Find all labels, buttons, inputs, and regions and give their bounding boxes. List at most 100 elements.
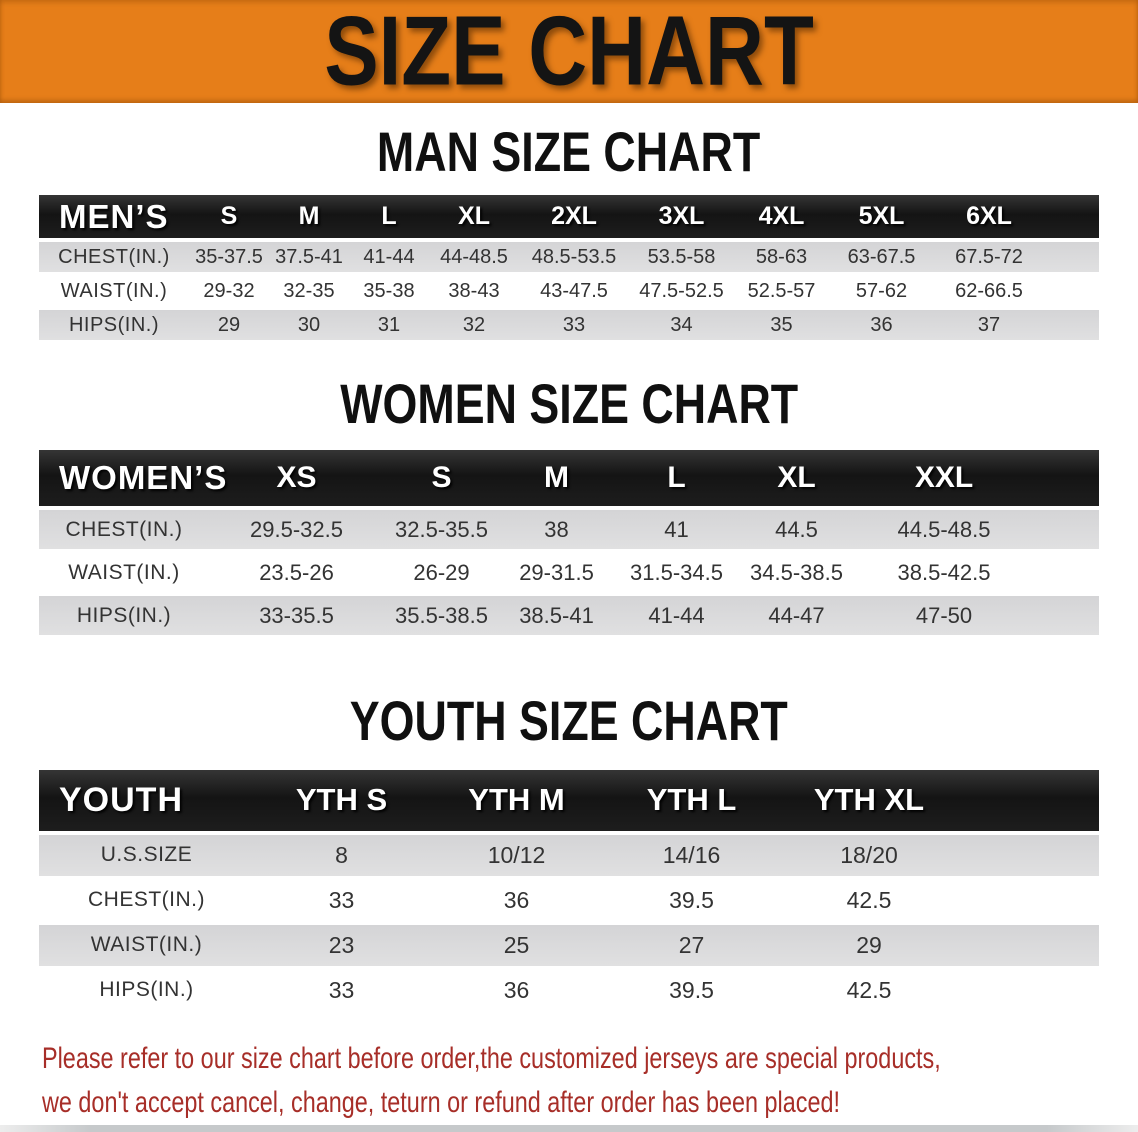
- men-table-corner-label: MEN’S: [39, 195, 189, 243]
- size-value-cell: 34: [629, 308, 734, 345]
- spacer-cell: [959, 967, 1099, 1015]
- size-value-cell: 23: [254, 922, 429, 970]
- size-value-cell: 32: [429, 308, 519, 345]
- men-col-header-5xl: 5XL: [829, 195, 934, 243]
- men-size-table: MEN’S S M L XL 2XL 3XL 4XL 5XL 6XL CHEST…: [39, 195, 1099, 345]
- size-value-cell: 31: [349, 308, 429, 345]
- size-value-cell: 38.5-42.5: [854, 551, 1034, 597]
- size-value-cell: 53.5-58: [629, 240, 734, 277]
- spacer-cell: [1034, 508, 1099, 554]
- spacer-cell: [1034, 594, 1099, 640]
- size-value-cell: 36: [429, 967, 604, 1015]
- row-label: HIPS(IN.): [39, 308, 189, 345]
- size-value-cell: 35: [734, 308, 829, 345]
- women-header-row: WOMEN’S XS S M L XL XXL: [39, 450, 1099, 511]
- men-section-heading-text: MAN SIZE CHART: [377, 120, 761, 183]
- row-label: CHEST(IN.): [39, 508, 209, 554]
- size-value-cell: 36: [429, 877, 604, 925]
- footer-notice: Please refer to our size chart before or…: [42, 1037, 1138, 1125]
- men-hips-row: HIPS(IN.) 29 30 31 32 33 34 35 36 37: [39, 308, 1099, 345]
- size-value-cell: 29: [189, 308, 269, 345]
- size-value-cell: 67.5-72: [934, 240, 1044, 277]
- banner: SIZE CHART: [0, 0, 1138, 103]
- size-value-cell: 62-66.5: [934, 274, 1044, 311]
- size-value-cell: 32.5-35.5: [384, 508, 499, 554]
- women-col-header-xl: XL: [739, 450, 854, 511]
- size-value-cell: 52.5-57: [734, 274, 829, 311]
- size-value-cell: 37: [934, 308, 1044, 345]
- size-value-cell: 33: [254, 967, 429, 1015]
- spacer-cell: [959, 769, 1099, 835]
- size-value-cell: 29-32: [189, 274, 269, 311]
- size-value-cell: 44-48.5: [429, 240, 519, 277]
- size-value-cell: 10/12: [429, 832, 604, 880]
- spacer-cell: [959, 877, 1099, 925]
- notice-line-1: Please refer to our size chart before or…: [42, 1041, 941, 1075]
- size-value-cell: 35-38: [349, 274, 429, 311]
- size-value-cell: 47-50: [854, 594, 1034, 640]
- spacer-cell: [959, 922, 1099, 970]
- youth-col-header-yth-l: YTH L: [604, 769, 779, 835]
- spacer-cell: [959, 832, 1099, 880]
- women-size-table: WOMEN’S XS S M L XL XXL CHEST(IN.) 29.5-…: [39, 450, 1099, 640]
- men-section-heading: MAN SIZE CHART: [0, 120, 1138, 183]
- women-section-heading: WOMEN SIZE CHART: [0, 376, 1138, 432]
- bottom-edge-strip: [0, 1124, 1138, 1132]
- size-value-cell: 44.5-48.5: [854, 508, 1034, 554]
- men-col-header-m: M: [269, 195, 349, 243]
- size-value-cell: 43-47.5: [519, 274, 629, 311]
- size-value-cell: 14/16: [604, 832, 779, 880]
- size-value-cell: 29-31.5: [499, 551, 614, 597]
- size-value-cell: 38.5-41: [499, 594, 614, 640]
- size-value-cell: 32-35: [269, 274, 349, 311]
- size-value-cell: 47.5-52.5: [629, 274, 734, 311]
- spacer-cell: [1044, 195, 1099, 243]
- men-col-header-6xl: 6XL: [934, 195, 1044, 243]
- women-waist-row: WAIST(IN.) 23.5-26 26-29 29-31.5 31.5-34…: [39, 551, 1099, 597]
- size-value-cell: 33-35.5: [209, 594, 384, 640]
- row-label: HIPS(IN.): [39, 967, 254, 1015]
- spacer-cell: [1034, 450, 1099, 511]
- size-value-cell: 37.5-41: [269, 240, 349, 277]
- youth-section: YOUTH SIZE CHART YOUTH YTH S YTH M YTH L…: [0, 689, 1138, 1015]
- men-col-header-4xl: 4XL: [734, 195, 829, 243]
- size-value-cell: 35-37.5: [189, 240, 269, 277]
- youth-section-heading: YOUTH SIZE CHART: [0, 689, 1138, 753]
- youth-col-header-yth-s: YTH S: [254, 769, 429, 835]
- size-value-cell: 48.5-53.5: [519, 240, 629, 277]
- size-value-cell: 57-62: [829, 274, 934, 311]
- youth-hips-row: HIPS(IN.) 33 36 39.5 42.5: [39, 967, 1099, 1015]
- size-value-cell: 29: [779, 922, 959, 970]
- size-value-cell: 38: [499, 508, 614, 554]
- row-label: CHEST(IN.): [39, 877, 254, 925]
- size-value-cell: 30: [269, 308, 349, 345]
- size-value-cell: 27: [604, 922, 779, 970]
- size-value-cell: 39.5: [604, 967, 779, 1015]
- size-value-cell: 41-44: [349, 240, 429, 277]
- size-value-cell: 38-43: [429, 274, 519, 311]
- men-header-row: MEN’S S M L XL 2XL 3XL 4XL 5XL 6XL: [39, 195, 1099, 243]
- women-section: WOMEN SIZE CHART WOMEN’S XS S M L XL XXL: [0, 376, 1138, 640]
- men-col-header-3xl: 3XL: [629, 195, 734, 243]
- size-value-cell: 23.5-26: [209, 551, 384, 597]
- size-value-cell: 26-29: [384, 551, 499, 597]
- youth-header-row: YOUTH YTH S YTH M YTH L YTH XL: [39, 769, 1099, 835]
- youth-section-heading-text: YOUTH SIZE CHART: [349, 689, 789, 753]
- men-col-header-xl: XL: [429, 195, 519, 243]
- women-col-header-l: L: [614, 450, 739, 511]
- men-section: MAN SIZE CHART MEN’S S M L XL 2XL 3XL 4X…: [0, 120, 1138, 345]
- youth-waist-row: WAIST(IN.) 23 25 27 29: [39, 922, 1099, 970]
- youth-col-header-yth-xl: YTH XL: [779, 769, 959, 835]
- size-value-cell: 42.5: [779, 877, 959, 925]
- spacer-cell: [1034, 551, 1099, 597]
- women-col-header-xxl: XXL: [854, 450, 1034, 511]
- men-chest-row: CHEST(IN.) 35-37.5 37.5-41 41-44 44-48.5…: [39, 240, 1099, 277]
- women-table-corner-label: WOMEN’S: [39, 450, 226, 511]
- women-hips-row: HIPS(IN.) 33-35.5 35.5-38.5 38.5-41 41-4…: [39, 594, 1099, 640]
- size-value-cell: 44-47: [739, 594, 854, 640]
- size-value-cell: 18/20: [779, 832, 959, 880]
- size-value-cell: 63-67.5: [829, 240, 934, 277]
- size-value-cell: 25: [429, 922, 604, 970]
- men-col-header-2xl: 2XL: [519, 195, 629, 243]
